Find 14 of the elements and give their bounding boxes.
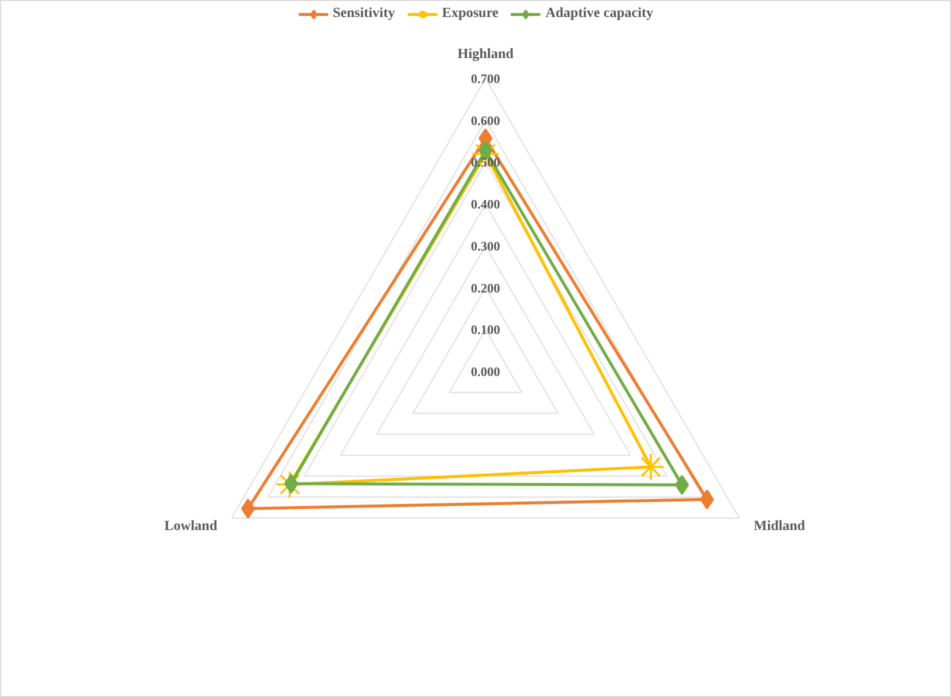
y-tick-label: 0.500 <box>470 154 500 170</box>
y-tick-label: 0.700 <box>470 71 500 86</box>
spoke-label: Lowland <box>164 518 218 534</box>
y-tick-label: 0.200 <box>470 280 500 296</box>
y-tick-label: 0.400 <box>470 196 500 212</box>
legend-label: Exposure <box>442 6 499 22</box>
y-tick-label: 0.000 <box>470 364 500 379</box>
spoke-label: Midland <box>754 518 806 534</box>
legend-label: Adaptive capacity <box>546 6 654 22</box>
legend-label: Sensitivity <box>332 6 395 22</box>
y-tick-label: 0.300 <box>470 238 500 254</box>
spoke-label: Highland <box>457 46 514 62</box>
y-tick-label: 0.600 <box>470 112 500 128</box>
y-tick-label: 0.100 <box>470 322 500 338</box>
